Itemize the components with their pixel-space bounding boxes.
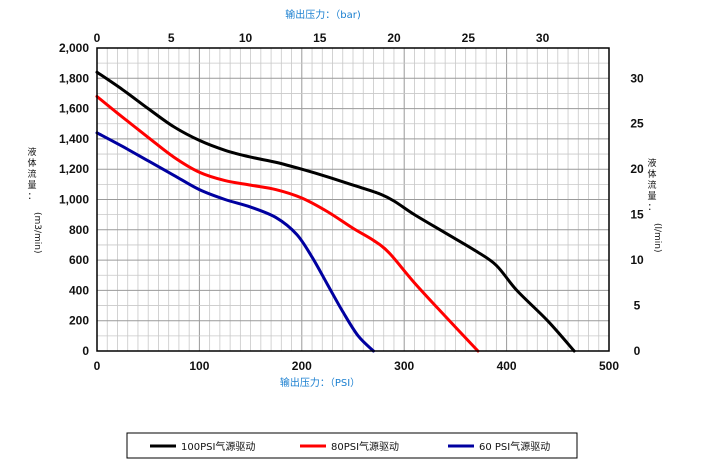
y-tick-label: 1,400 (59, 132, 89, 146)
y-title-char: 液 (647, 157, 656, 169)
y-title-char: 流 (647, 179, 656, 191)
series-lines (95, 70, 576, 353)
x-tick-label: 400 (497, 359, 517, 373)
series-line-3 (95, 131, 375, 353)
y-title-unit: (l/min) (652, 223, 662, 253)
y-tick-label: 1,000 (59, 193, 89, 207)
legend-label-3: 60 PSI气源驱动 (479, 440, 550, 453)
y-title-unit: (m3/min) (32, 212, 42, 254)
y-title-char: 液 (27, 146, 36, 158)
y-title-char: ： (647, 203, 656, 213)
y-title-char: 量 (647, 191, 656, 202)
x-axis-title: 输出压力：（PSI） (280, 376, 360, 389)
series-line-1 (95, 70, 576, 353)
y-tick-label: 1,800 (59, 71, 89, 85)
x-tick-label: 300 (394, 359, 414, 373)
x-tick-label: 100 (189, 359, 209, 373)
legend-label-2: 80PSI气源驱动 (331, 440, 399, 453)
legend-label-1: 100PSI气源驱动 (181, 440, 255, 453)
y-right-tick-label: 10 (630, 253, 644, 267)
y-right-tick-label: 0 (634, 344, 641, 358)
y-tick-label: 1,600 (59, 102, 89, 116)
x-top-tick-label: 5 (168, 31, 175, 45)
y-tick-label: 800 (69, 223, 89, 237)
y-title-char: ： (27, 192, 36, 202)
x-tick-label: 200 (292, 359, 312, 373)
x-top-tick-label: 20 (387, 31, 401, 45)
y-tick-label: 1,200 (59, 162, 89, 176)
legend-box (126, 432, 578, 459)
y-right-tick-label: 20 (630, 162, 644, 176)
legend: 100PSI气源驱动 80PSI气源驱动 60 PSI气源驱动 (126, 432, 578, 459)
x-top-tick-label: 0 (94, 31, 101, 45)
y-right-tick-label: 30 (630, 71, 644, 85)
y-title-char: 流 (27, 168, 36, 180)
grid (97, 48, 609, 351)
x-top-tick-label: 25 (462, 31, 476, 45)
y-tick-label: 0 (82, 344, 89, 358)
x-top-tick-label: 15 (313, 31, 327, 45)
y-title-char: 体 (27, 157, 36, 169)
x-top-tick-label: 30 (536, 31, 550, 45)
y-tick-label: 600 (69, 253, 89, 267)
y-right-tick-label: 25 (630, 117, 644, 131)
y-tick-label: 200 (69, 314, 89, 328)
y-tick-label: 2,000 (59, 41, 89, 55)
x-tick-label: 500 (599, 359, 619, 373)
y-right-tick-label: 5 (634, 299, 641, 313)
top-axis-title: 输出压力：（bar) (285, 8, 361, 21)
y-title-char: 体 (647, 168, 656, 180)
y-right-tick-label: 15 (630, 208, 644, 222)
plot-frame (96, 47, 610, 352)
y-title-char: 量 (27, 180, 36, 191)
series-line-2 (95, 94, 480, 353)
y-tick-label: 400 (69, 283, 89, 297)
x-top-tick-label: 10 (239, 31, 253, 45)
x-tick-label: 0 (94, 359, 101, 373)
